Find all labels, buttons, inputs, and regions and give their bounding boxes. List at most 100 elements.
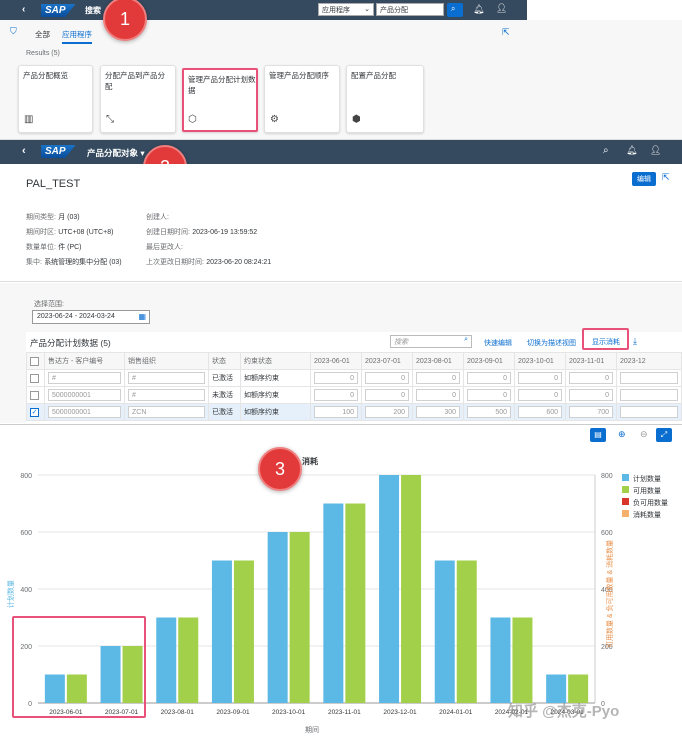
qty-input[interactable]: 700 xyxy=(569,406,613,418)
bar-planned-2023-12-01[interactable] xyxy=(379,475,400,703)
qty-input[interactable]: 0 xyxy=(467,389,511,401)
qty-input[interactable]: 300 xyxy=(416,406,460,418)
select-all-checkbox[interactable] xyxy=(30,356,39,366)
col-customer[interactable]: 售达方 - 客户编号 xyxy=(44,352,125,370)
qty-input[interactable]: 100 xyxy=(314,406,358,418)
bar-available-2023-08-01[interactable] xyxy=(178,617,199,704)
sales-org-input[interactable]: # xyxy=(128,372,205,384)
table-row[interactable]: 5000000001 # 未激活 如额序约束 0 0 0 0 0 0 xyxy=(26,386,682,404)
bar-available-2023-12-01[interactable] xyxy=(401,475,422,703)
switch-view-button[interactable]: 切换为描述视图 xyxy=(527,340,576,347)
bar-planned-2023-08-01[interactable] xyxy=(156,617,177,704)
bar-planned-2024-01-01[interactable] xyxy=(434,560,455,704)
back-icon[interactable]: ‹ xyxy=(22,4,26,15)
tab-all[interactable]: 全部 xyxy=(35,30,50,39)
user-icon[interactable]: 👤︎ xyxy=(650,145,662,155)
qty-input[interactable]: 0 xyxy=(569,389,613,401)
quick-edit-button[interactable]: 快速编辑 xyxy=(484,340,512,347)
table-search-input[interactable]: 搜索 ⌕ xyxy=(390,335,472,348)
qty-input[interactable]: 500 xyxy=(467,406,511,418)
tab-apps[interactable]: 应用程序 xyxy=(62,29,92,44)
qty-input[interactable]: 0 xyxy=(365,389,409,401)
customer-input[interactable]: 5000000001 xyxy=(48,389,121,401)
tile-product-allocation-overview[interactable]: 产品分配概览 ▥ xyxy=(18,65,93,133)
row-checkbox[interactable] xyxy=(30,373,39,383)
col-period[interactable]: 2023-11-01 xyxy=(565,352,617,370)
col-sales-org[interactable]: 销售组织 xyxy=(124,352,209,370)
show-consumption-button[interactable]: 显示消耗 xyxy=(592,339,620,346)
bar-planned-2024-02-01[interactable] xyxy=(490,617,511,704)
bar-planned-2023-10-01[interactable] xyxy=(267,532,288,703)
share-icon[interactable]: ⇱ xyxy=(502,27,510,37)
legend-item[interactable]: 可用数量 xyxy=(622,486,668,498)
bar-available-2024-03-01[interactable] xyxy=(568,674,589,704)
filter-icon[interactable]: ⛉ xyxy=(10,26,17,36)
zoom-out-icon[interactable]: ⊖ xyxy=(640,429,648,439)
search-input[interactable]: 产品分配 xyxy=(376,3,444,16)
row-checkbox-checked[interactable]: ✓ xyxy=(30,407,39,417)
bar-available-2023-06-01[interactable] xyxy=(66,674,87,704)
search-button[interactable] xyxy=(447,3,463,17)
bar-planned-2023-09-01[interactable] xyxy=(211,560,232,704)
bar-available-2023-10-01[interactable] xyxy=(289,532,310,703)
qty-input[interactable] xyxy=(620,372,678,384)
tile-manage-sequence[interactable]: 管理产品分配顺序 ⚙ xyxy=(264,65,340,133)
qty-input[interactable]: 0 xyxy=(518,372,562,384)
bar-available-2023-11-01[interactable] xyxy=(345,503,366,704)
legend-item[interactable]: 负可用数量 xyxy=(622,498,668,510)
edit-button[interactable]: 编辑 xyxy=(632,172,656,186)
user-icon[interactable]: 👤︎ xyxy=(496,3,508,13)
qty-input[interactable] xyxy=(620,389,678,401)
bell-icon[interactable]: 🔔︎ xyxy=(473,4,485,14)
qty-input[interactable]: 0 xyxy=(314,372,358,384)
table-row-selected[interactable]: ✓ 5000000001 ZCN 已激活 如额序约束 100 200 300 5… xyxy=(26,403,682,421)
share-icon[interactable]: ⇱ xyxy=(662,172,670,182)
qty-input[interactable]: 0 xyxy=(467,372,511,384)
qty-input[interactable]: 0 xyxy=(365,372,409,384)
qty-input[interactable]: 0 xyxy=(569,372,613,384)
col-period[interactable]: 2023-07-01 xyxy=(361,352,413,370)
back-icon[interactable]: ‹ xyxy=(22,145,26,157)
qty-input[interactable]: 600 xyxy=(518,406,562,418)
qty-input[interactable] xyxy=(620,406,678,418)
sales-org-input[interactable]: # xyxy=(128,389,205,401)
range-input[interactable]: 2023-06-24 - 2024-03-24 ▦ xyxy=(32,310,150,324)
tile-configure[interactable]: 配置产品分配 ⬢ xyxy=(346,65,424,133)
fullscreen-icon[interactable]: ⤢ xyxy=(656,428,672,442)
table-view-icon[interactable]: ▤ xyxy=(590,428,606,442)
qty-input[interactable]: 0 xyxy=(416,372,460,384)
qty-input[interactable]: 0 xyxy=(314,389,358,401)
calendar-icon[interactable]: ▦ xyxy=(138,312,146,321)
bar-available-2023-09-01[interactable] xyxy=(233,560,254,704)
qty-input[interactable]: 0 xyxy=(416,389,460,401)
qty-input[interactable]: 0 xyxy=(518,389,562,401)
customer-input[interactable]: 5000000001 xyxy=(48,406,121,418)
zoom-in-icon[interactable]: ⊕ xyxy=(618,429,626,439)
col-constraint[interactable]: 约束状态 xyxy=(240,352,311,370)
app-title[interactable]: 产品分配对象 ▾ xyxy=(87,148,145,158)
bar-available-2023-07-01[interactable] xyxy=(122,646,143,703)
tile-assign-product[interactable]: 分配产品到产品分配 ⤡ xyxy=(100,65,176,133)
col-period[interactable]: 2023-10-01 xyxy=(514,352,566,370)
bar-planned-2023-06-01[interactable] xyxy=(44,674,65,704)
row-checkbox[interactable] xyxy=(30,390,39,400)
col-period[interactable]: 2023-08-01 xyxy=(412,352,464,370)
bar-planned-2023-11-01[interactable] xyxy=(323,503,344,704)
search-icon[interactable]: ⌕ xyxy=(603,145,609,156)
scope-select[interactable]: 应用程序 ⌄ xyxy=(318,3,374,16)
customer-input[interactable]: # xyxy=(48,372,121,384)
qty-input[interactable]: 200 xyxy=(365,406,409,418)
bell-icon[interactable]: 🔔︎ xyxy=(626,145,638,155)
table-row[interactable]: # # 已激活 如额序约束 0 0 0 0 0 0 xyxy=(26,369,682,387)
bar-planned-2023-07-01[interactable] xyxy=(100,646,121,703)
col-period[interactable]: 2023-09-01 xyxy=(463,352,515,370)
bar-planned-2024-03-01[interactable] xyxy=(546,674,567,704)
legend-item[interactable]: 计划数量 xyxy=(622,474,668,486)
col-period[interactable]: 2023-06-01 xyxy=(310,352,362,370)
search-label[interactable]: 搜索 xyxy=(85,6,101,15)
legend-item[interactable]: 消耗数量 xyxy=(622,510,668,522)
col-period[interactable]: 2023-12 xyxy=(616,352,682,370)
tile-manage-plan-data[interactable]: 管理产品分配计划数据 ⬡ xyxy=(182,68,258,132)
bar-available-2024-02-01[interactable] xyxy=(512,617,533,704)
download-icon[interactable]: ⤓ xyxy=(633,336,637,346)
